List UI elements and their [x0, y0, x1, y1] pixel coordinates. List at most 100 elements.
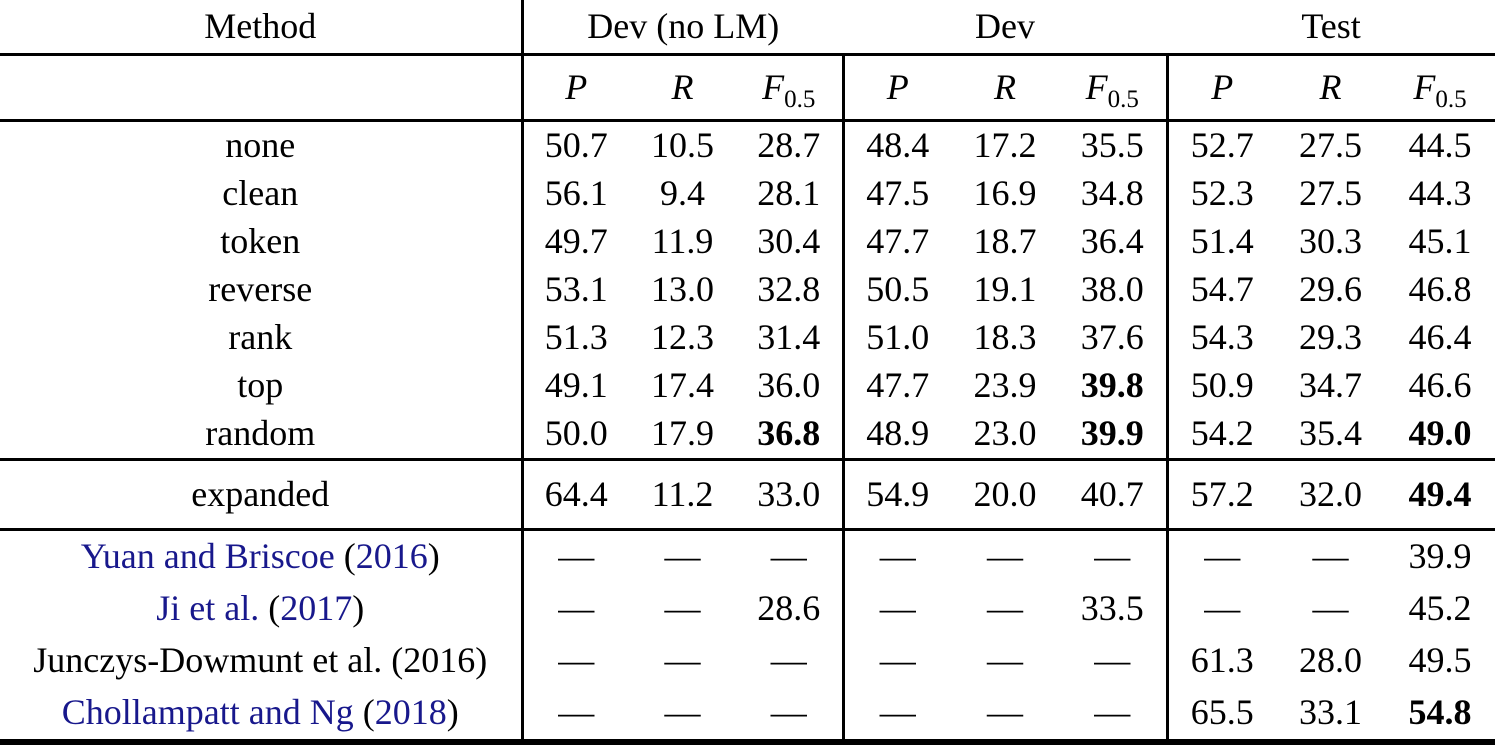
- metric-value: 36.8: [736, 410, 843, 461]
- metric-value: 57.2: [1165, 459, 1277, 531]
- label-text: (: [259, 588, 281, 629]
- label-text: ): [427, 536, 440, 577]
- metric-value: 30.4: [757, 221, 821, 262]
- metric-value: —: [664, 640, 701, 681]
- metric-value: 35.4: [1276, 410, 1386, 461]
- metric-value: 11.2: [629, 459, 736, 531]
- method-label: random: [0, 410, 522, 461]
- metric-value: 50.0: [520, 410, 629, 461]
- label-text: top: [237, 365, 284, 406]
- metric-value: 51.3: [520, 314, 629, 362]
- metric-header-row: P R F0.5 P R F0.5 P R F0.5: [0, 54, 1495, 122]
- metric-symbol: F: [762, 66, 785, 107]
- metric-value: 29.6: [1299, 269, 1363, 310]
- metric-value: 28.6: [757, 588, 821, 629]
- metric-value: 64.4: [520, 459, 629, 531]
- table-row: clean 56.1 9.4 28.1 47.5 16.9 34.8 52.3 27.5 44.3: [0, 170, 1495, 218]
- metric-value: 54.9: [841, 459, 951, 531]
- metric-value: —: [629, 687, 736, 745]
- metric-subscript: 0.5: [1435, 85, 1467, 113]
- metric-header-spacer: [0, 54, 522, 122]
- citation-link[interactable]: 2017: [280, 588, 353, 629]
- metric-value: 49.5: [1408, 640, 1472, 681]
- metric-value: 46.8: [1408, 269, 1472, 310]
- metric-header-recall: R: [951, 54, 1059, 122]
- metric-value: 39.8: [1080, 365, 1144, 406]
- method-label: Yuan and Briscoe (2016): [0, 530, 522, 584]
- metric-value: 50.9: [1165, 362, 1277, 410]
- method-label: top: [0, 362, 522, 410]
- label-text: reverse: [208, 269, 313, 310]
- metric-value: —: [987, 640, 1023, 681]
- metric-value: 53.1: [520, 266, 629, 314]
- metric-value: 35.5: [1080, 125, 1144, 166]
- metric-value: —: [520, 529, 629, 583]
- metric-value: 45.2: [1408, 588, 1472, 629]
- metric-value: 47.7: [841, 218, 951, 266]
- metric-value: 27.5: [1299, 125, 1363, 166]
- metric-value: 49.7: [520, 218, 629, 266]
- metric-value: 44.3: [1408, 173, 1472, 214]
- metric-value: 65.5: [1165, 687, 1277, 745]
- metric-symbol: F: [1085, 66, 1108, 107]
- metric-value: 28.1: [757, 173, 821, 214]
- metric-value: —: [987, 536, 1023, 577]
- table-row: rank 51.3 12.3 31.4 51.0 18.3 37.6 54.3 29.3 46.4: [0, 314, 1495, 362]
- metric-value: —: [987, 588, 1023, 629]
- metric-value: 12.3: [651, 317, 714, 358]
- group-header-row: Method Dev (no LM) Dev Test: [0, 0, 1495, 56]
- metric-header-precision: P: [1165, 54, 1277, 122]
- method-label: Junczys-Dowmunt et al. (2016): [0, 635, 522, 687]
- metric-value: 30.3: [1299, 221, 1363, 262]
- metric-symbol: R: [671, 66, 694, 107]
- metric-value: 49.1: [520, 362, 629, 410]
- citation-link[interactable]: Yuan and Briscoe: [80, 536, 335, 577]
- metric-header-precision: P: [841, 54, 951, 122]
- metric-value: 37.6: [1080, 317, 1144, 358]
- table-row: random 50.0 17.9 36.8 48.9 23.0 39.9 54.2 35.4 49…: [0, 410, 1495, 461]
- table-row: Chollampatt and Ng (2018) — — — — — —65.5 33.1 5…: [0, 687, 1495, 745]
- metric-value: 9.4: [660, 173, 705, 214]
- metric-value: 31.4: [757, 317, 821, 358]
- label-text: clean: [222, 173, 299, 214]
- metric-value: 39.9: [1408, 536, 1472, 577]
- citation-link[interactable]: 2018: [374, 692, 447, 733]
- metric-value: —: [841, 635, 951, 687]
- metric-symbol: P: [1211, 66, 1234, 107]
- citation-link[interactable]: 2016: [355, 536, 428, 577]
- metric-subscript: 0.5: [1107, 85, 1139, 113]
- label-text: (: [334, 536, 356, 577]
- group-header-dev-no-lm: Dev (no LM): [520, 0, 843, 56]
- label-text: rank: [228, 317, 293, 358]
- metric-value: 18.3: [973, 317, 1037, 358]
- metric-value: —: [951, 687, 1059, 745]
- metric-value: —: [1165, 583, 1277, 635]
- metric-header-precision: P: [520, 54, 629, 122]
- metric-value: —: [1312, 588, 1349, 629]
- method-label: reverse: [0, 266, 522, 314]
- metric-value: —: [841, 687, 951, 745]
- table-row: top 49.1 17.4 36.0 47.7 23.9 39.8 50.9 34.7 46.6: [0, 362, 1495, 410]
- metric-header-f05: F0.5: [736, 54, 843, 122]
- metric-value: 23.9: [973, 365, 1037, 406]
- metric-value: 34.8: [1080, 173, 1144, 214]
- label-text: (: [353, 692, 375, 733]
- metric-value: 54.8: [1385, 687, 1495, 745]
- citation-link[interactable]: Chollampatt and Ng: [61, 692, 354, 733]
- metric-value: 48.9: [841, 410, 951, 461]
- metric-symbol: R: [994, 66, 1016, 107]
- method-label: none: [0, 121, 522, 171]
- method-label: token: [0, 218, 522, 266]
- metric-value: 34.7: [1299, 365, 1363, 406]
- table-row: Junczys-Dowmunt et al. (2016) — — — — — — 61.3 2…: [0, 635, 1495, 687]
- metric-value: —: [520, 583, 629, 635]
- table-row: token 49.7 11.9 30.4 47.7 18.7 36.4 51.4 30.3 45.…: [0, 218, 1495, 266]
- metric-symbol: F: [1413, 66, 1436, 107]
- citation-link[interactable]: Ji et al.: [156, 588, 260, 629]
- metric-header-f05: F0.5: [1059, 54, 1168, 122]
- metric-value: 17.2: [973, 125, 1037, 166]
- metric-value: —: [770, 536, 807, 577]
- label-text: ): [352, 588, 365, 629]
- metric-value: 19.1: [973, 269, 1037, 310]
- metric-value: 33.0: [736, 459, 843, 531]
